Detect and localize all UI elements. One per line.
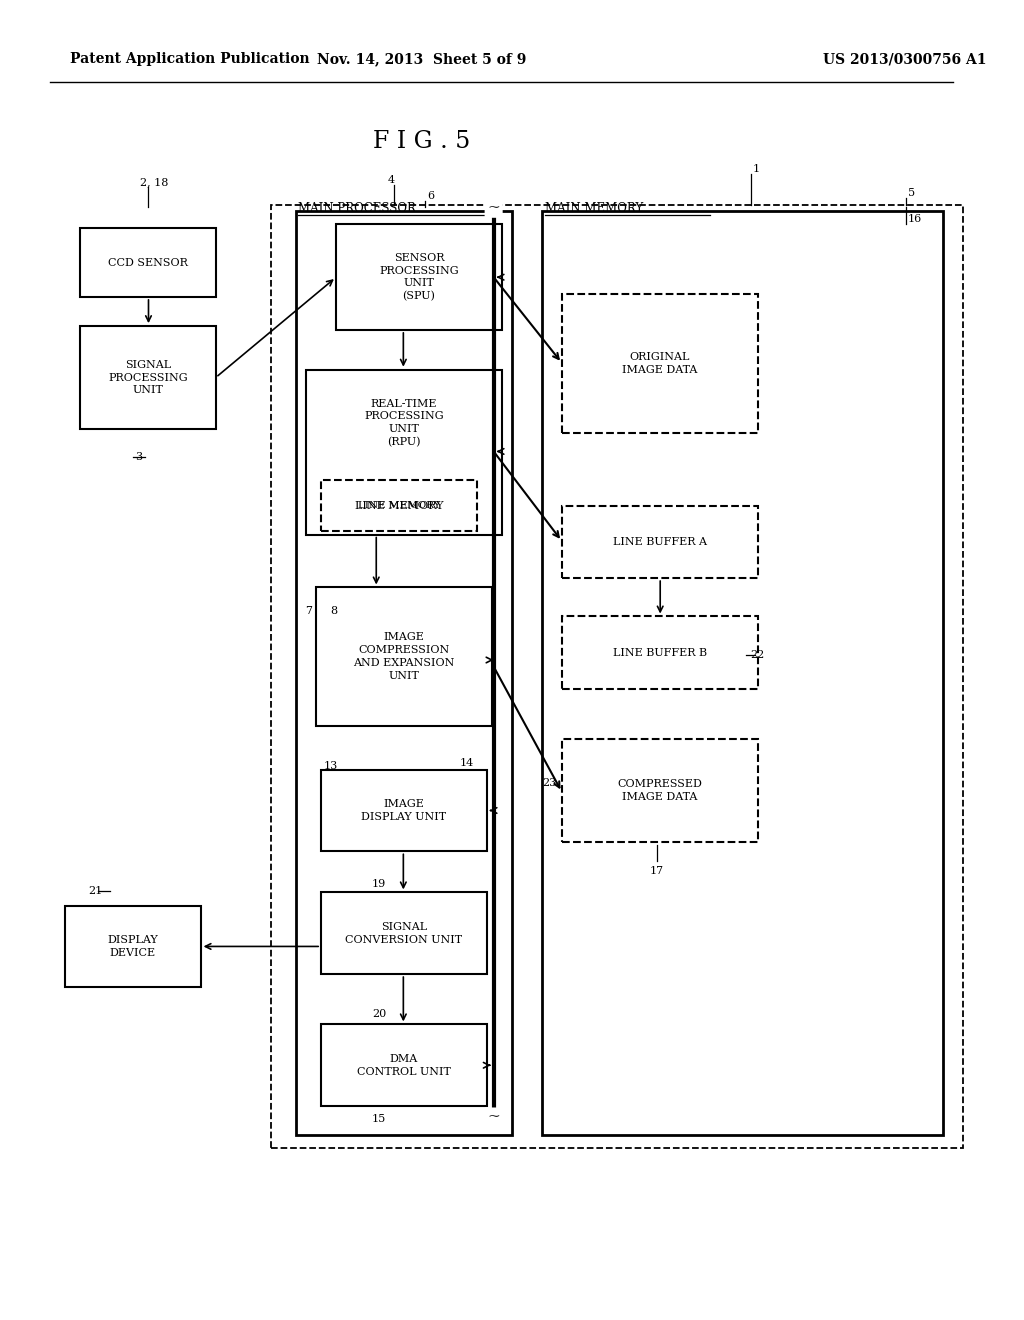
Text: Nov. 14, 2013  Sheet 5 of 9: Nov. 14, 2013 Sheet 5 of 9 [316, 53, 526, 66]
Bar [80, 326, 216, 429]
Bar [271, 205, 964, 1148]
Text: 6: 6 [427, 190, 434, 201]
Bar [562, 616, 758, 689]
Text: 14: 14 [460, 758, 474, 768]
Text: 16: 16 [908, 214, 923, 224]
Text: US 2013/0300756 A1: US 2013/0300756 A1 [822, 53, 986, 66]
Text: DISPLAY
DEVICE: DISPLAY DEVICE [108, 935, 159, 958]
Text: ~: ~ [487, 202, 500, 215]
Bar [316, 587, 492, 726]
Text: 22: 22 [751, 649, 765, 660]
Text: SIGNAL
PROCESSING
UNIT: SIGNAL PROCESSING UNIT [109, 360, 187, 395]
Text: DMA
CONTROL UNIT: DMA CONTROL UNIT [357, 1053, 451, 1077]
Text: LINE MEMORY: LINE MEMORY [354, 500, 443, 511]
Text: LINE MEMORY: LINE MEMORY [357, 502, 440, 510]
Text: 2, 18: 2, 18 [140, 177, 169, 187]
Text: F I G . 5: F I G . 5 [373, 129, 470, 153]
Bar [562, 739, 758, 842]
Bar [336, 224, 502, 330]
Text: SIGNAL
CONVERSION UNIT: SIGNAL CONVERSION UNIT [345, 921, 463, 945]
Bar [322, 1024, 486, 1106]
Text: 3: 3 [135, 451, 142, 462]
Bar [562, 294, 758, 433]
Bar [562, 506, 758, 578]
FancyBboxPatch shape [484, 1107, 503, 1126]
Bar [66, 906, 201, 987]
Bar [322, 892, 486, 974]
Text: MAIN MEMORY: MAIN MEMORY [545, 202, 643, 215]
Bar [296, 211, 512, 1135]
Text: 17: 17 [650, 866, 665, 876]
Text: LINE BUFFER A: LINE BUFFER A [612, 537, 707, 546]
Text: 23: 23 [542, 777, 556, 788]
Text: IMAGE
DISPLAY UNIT: IMAGE DISPLAY UNIT [361, 799, 446, 822]
Text: 19: 19 [372, 879, 386, 890]
Bar [80, 228, 216, 297]
Text: 13: 13 [324, 760, 338, 771]
Text: 7: 7 [305, 606, 312, 616]
Text: 1: 1 [753, 164, 760, 174]
Text: ~: ~ [487, 1110, 500, 1123]
Text: 4: 4 [388, 174, 395, 185]
Text: ~: ~ [485, 1111, 502, 1126]
Text: REAL-TIME
PROCESSING
UNIT
(RPU): REAL-TIME PROCESSING UNIT (RPU) [365, 399, 443, 447]
Text: IMAGE
COMPRESSION
AND EXPANSION
UNIT: IMAGE COMPRESSION AND EXPANSION UNIT [353, 632, 455, 681]
Text: 20: 20 [372, 1008, 386, 1019]
Text: 15: 15 [372, 1114, 386, 1125]
Text: CCD SENSOR: CCD SENSOR [109, 257, 188, 268]
Bar [322, 480, 476, 531]
Text: Patent Application Publication: Patent Application Publication [71, 53, 310, 66]
Text: 21: 21 [88, 886, 102, 896]
Text: COMPRESSED
IMAGE DATA: COMPRESSED IMAGE DATA [617, 779, 702, 803]
Text: 8: 8 [331, 606, 338, 616]
Text: ORIGINAL
IMAGE DATA: ORIGINAL IMAGE DATA [622, 352, 697, 375]
Bar [306, 370, 502, 535]
Text: ~: ~ [486, 194, 501, 207]
Text: SENSOR
PROCESSING
UNIT
(SPU): SENSOR PROCESSING UNIT (SPU) [379, 253, 459, 301]
Text: LINE BUFFER B: LINE BUFFER B [612, 648, 707, 657]
Text: MAIN PROCESSOR: MAIN PROCESSOR [298, 202, 416, 215]
Bar [542, 211, 943, 1135]
Bar [322, 770, 486, 851]
Text: 5: 5 [908, 187, 915, 198]
FancyBboxPatch shape [484, 199, 503, 218]
